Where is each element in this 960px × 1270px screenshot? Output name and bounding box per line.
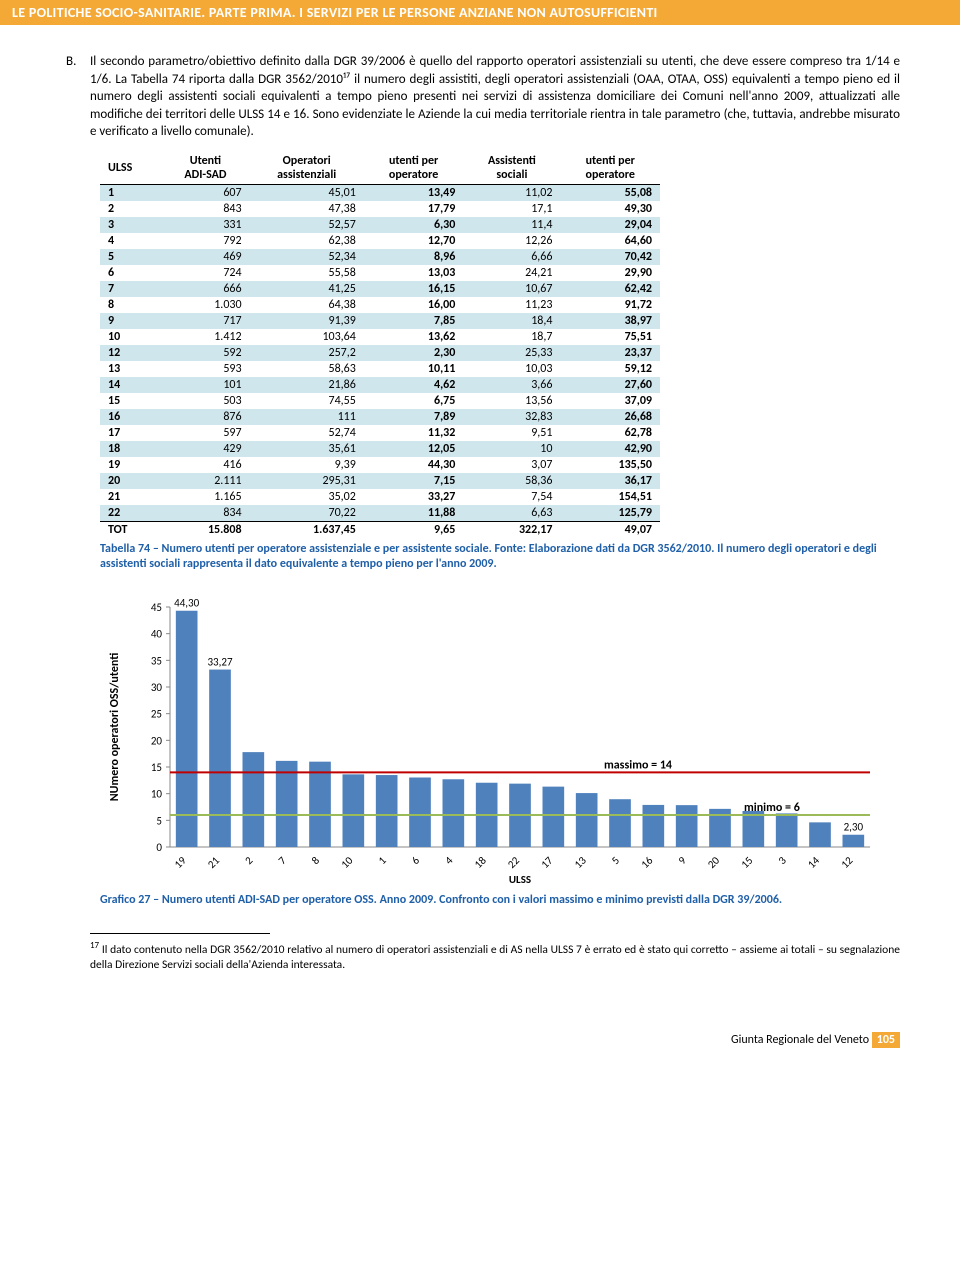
svg-text:33,27: 33,27 bbox=[207, 655, 232, 668]
table-row: 168761117,8932,8326,68 bbox=[100, 409, 660, 425]
table-row: 1842935,6112,051042,90 bbox=[100, 441, 660, 457]
svg-text:35: 35 bbox=[151, 654, 162, 667]
col-header: Operatoriassistenziali bbox=[250, 153, 364, 185]
svg-text:30: 30 bbox=[151, 681, 163, 694]
table-row: 211.16535,0233,277,54154,51 bbox=[100, 489, 660, 505]
svg-text:8: 8 bbox=[309, 854, 322, 867]
chart-caption: Grafico 27 – Numero utenti ADI-SAD per o… bbox=[100, 893, 900, 909]
paragraph-b-text: Il secondo parametro/obiettivo definito … bbox=[90, 54, 900, 139]
svg-text:25: 25 bbox=[151, 708, 162, 721]
table-row: 333152,576,3011,429,04 bbox=[100, 217, 660, 233]
table-row: 101.412103,6413,6218,775,51 bbox=[100, 329, 660, 345]
svg-text:16: 16 bbox=[638, 854, 655, 871]
svg-text:3: 3 bbox=[776, 854, 789, 867]
table-row: 479262,3812,7012,2664,60 bbox=[100, 233, 660, 249]
table-row: 1550374,556,7513,5637,09 bbox=[100, 393, 660, 409]
chart-27: 051015202530354045NUmero operatori OSS/u… bbox=[100, 587, 900, 909]
doc-header: LE POLITICHE SOCIO-SANITARIE. PARTE PRIM… bbox=[0, 0, 960, 25]
table-74: ULSSUtentiADI-SADOperatoriassistenzialiu… bbox=[100, 153, 900, 538]
svg-text:ULSS: ULSS bbox=[509, 873, 531, 886]
svg-text:40: 40 bbox=[151, 628, 163, 641]
footnote-ref: 17 bbox=[90, 940, 99, 951]
col-header: utenti peroperatore bbox=[364, 153, 464, 185]
svg-text:NUmero operatori OSS/utenti: NUmero operatori OSS/utenti bbox=[108, 653, 122, 801]
svg-text:9: 9 bbox=[676, 854, 689, 867]
table-row: 160745,0113,4911,0255,08 bbox=[100, 184, 660, 201]
svg-text:2,30: 2,30 bbox=[844, 821, 864, 834]
table-row: 284347,3817,7917,149,30 bbox=[100, 201, 660, 217]
svg-text:5: 5 bbox=[609, 854, 622, 867]
svg-text:21: 21 bbox=[205, 854, 222, 871]
page-footer: Giunta Regionale del Veneto 105 bbox=[0, 993, 960, 1067]
svg-text:20: 20 bbox=[151, 734, 163, 747]
table-total-row: TOT15.8081.637,459,65322,1749,07 bbox=[100, 521, 660, 538]
table-row: 1410121,864,623,6627,60 bbox=[100, 377, 660, 393]
table-row: 202.111295,317,1558,3636,17 bbox=[100, 473, 660, 489]
col-header: utenti peroperatore bbox=[560, 153, 660, 185]
svg-text:10: 10 bbox=[151, 788, 163, 801]
svg-text:45: 45 bbox=[151, 601, 162, 614]
paragraph-b: B. Il secondo parametro/obiettivo defini… bbox=[90, 53, 900, 141]
svg-text:6: 6 bbox=[409, 854, 422, 867]
table-row: 546952,348,966,6670,42 bbox=[100, 249, 660, 265]
svg-text:2: 2 bbox=[242, 854, 255, 867]
col-header: UtentiADI-SAD bbox=[161, 153, 249, 185]
svg-text:22: 22 bbox=[505, 854, 522, 871]
svg-text:17: 17 bbox=[538, 854, 555, 871]
svg-text:13: 13 bbox=[572, 854, 589, 871]
table-caption: Tabella 74 – Numero utenti per operatore… bbox=[100, 542, 900, 573]
svg-text:44,30: 44,30 bbox=[174, 597, 199, 610]
svg-text:0: 0 bbox=[156, 841, 162, 854]
footer-text: Giunta Regionale del Veneto bbox=[731, 1033, 869, 1047]
table-row: 672455,5813,0324,2129,90 bbox=[100, 265, 660, 281]
content-area: B. Il secondo parametro/obiettivo defini… bbox=[0, 25, 960, 993]
footnote-separator bbox=[90, 933, 270, 934]
table-row: 194169,3944,303,07135,50 bbox=[100, 457, 660, 473]
svg-text:7: 7 bbox=[276, 854, 289, 867]
footnote-17: 17 Il dato contenuto nella DGR 3562/2010… bbox=[90, 940, 900, 974]
table-row: 81.03064,3816,0011,2391,72 bbox=[100, 297, 660, 313]
col-header: Assistentisociali bbox=[463, 153, 560, 185]
col-header: ULSS bbox=[100, 153, 161, 185]
svg-text:19: 19 bbox=[172, 854, 189, 871]
svg-text:18: 18 bbox=[472, 854, 489, 871]
bullet-b: B. bbox=[66, 53, 76, 71]
svg-text:4: 4 bbox=[442, 854, 455, 867]
table-row: 2283470,2211,886,63125,79 bbox=[100, 505, 660, 522]
table-row: 1759752,7411,329,5162,78 bbox=[100, 425, 660, 441]
svg-text:15: 15 bbox=[151, 761, 162, 774]
svg-text:14: 14 bbox=[805, 854, 822, 871]
svg-text:minimo = 6: minimo = 6 bbox=[744, 801, 800, 815]
table-row: 1359358,6310,1110,0359,12 bbox=[100, 361, 660, 377]
table-row: 971791,397,8518,438,97 bbox=[100, 313, 660, 329]
svg-text:15: 15 bbox=[738, 854, 755, 871]
svg-text:20: 20 bbox=[705, 854, 722, 871]
svg-text:5: 5 bbox=[156, 814, 162, 827]
footnote-text: Il dato contenuto nella DGR 3562/2010 re… bbox=[90, 942, 900, 972]
table-row: 12592257,22,3025,3323,37 bbox=[100, 345, 660, 361]
page-number: 105 bbox=[872, 1032, 900, 1048]
svg-text:12: 12 bbox=[838, 854, 855, 871]
svg-text:massimo = 14: massimo = 14 bbox=[604, 758, 672, 772]
svg-text:1: 1 bbox=[376, 854, 389, 867]
svg-text:10: 10 bbox=[338, 854, 355, 871]
data-table: ULSSUtentiADI-SADOperatoriassistenzialiu… bbox=[100, 153, 660, 538]
bar-chart-svg: 051015202530354045NUmero operatori OSS/u… bbox=[100, 587, 900, 887]
table-row: 766641,2516,1510,6762,42 bbox=[100, 281, 660, 297]
